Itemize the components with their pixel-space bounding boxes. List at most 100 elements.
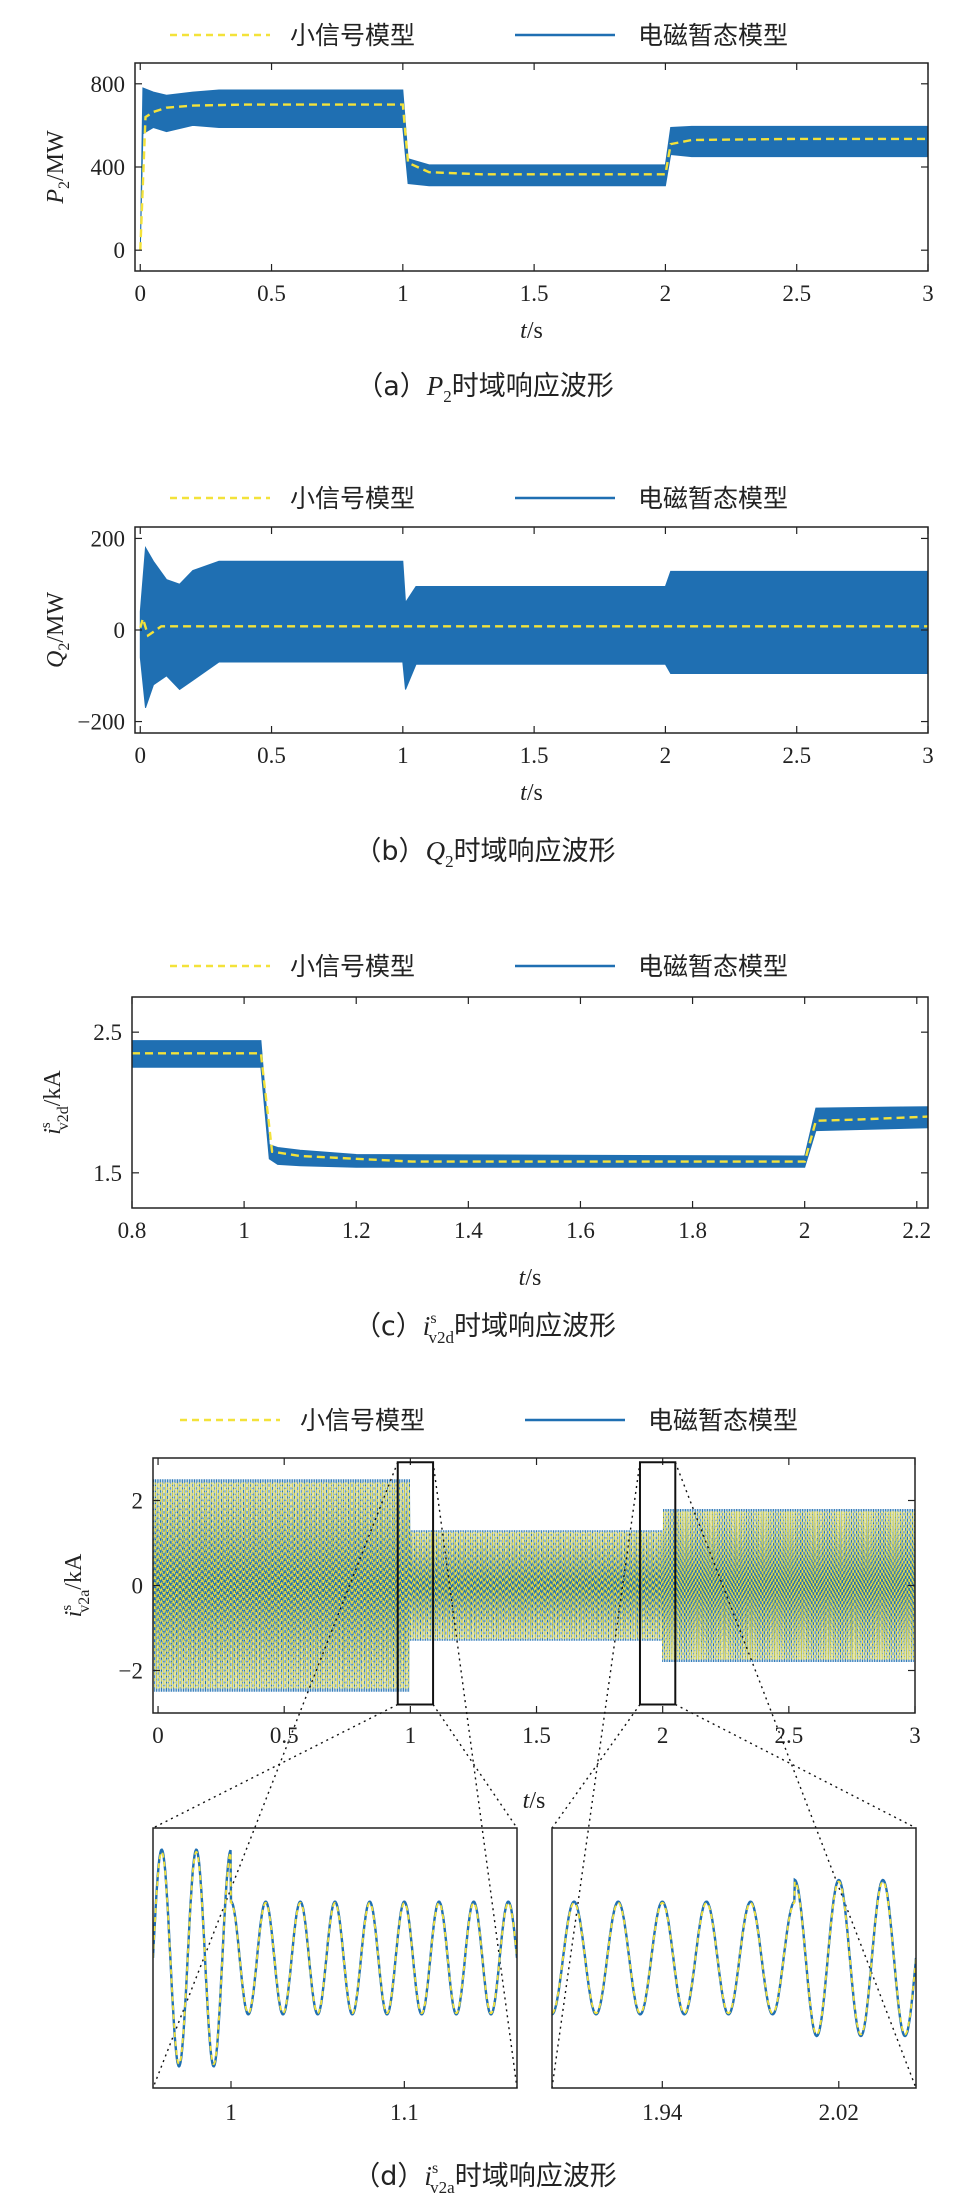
y-axis-label: isv2a/kA xyxy=(59,1553,93,1617)
x-axis-label: t/s xyxy=(520,318,543,344)
x-tick-label: 0 xyxy=(152,1723,164,1748)
series-small-signal-line xyxy=(132,1052,928,1163)
y-axis-label: P2/MW xyxy=(43,130,73,205)
x-tick-label: 3 xyxy=(909,1723,921,1748)
series-emt-band xyxy=(139,87,928,251)
x-tick-label: 1.5 xyxy=(520,743,549,768)
x-tick-label: 0.5 xyxy=(270,1723,299,1748)
x-tick-label: 1 xyxy=(397,281,409,306)
x-tick-label: 1.6 xyxy=(566,1218,595,1243)
series-emt-line xyxy=(153,1479,915,1692)
y-axis-label: isv2d/kA xyxy=(38,1070,72,1135)
zoom-box xyxy=(638,1461,677,1706)
inset-x-tick-label: 1 xyxy=(225,2100,237,2125)
x-tick-label: 2 xyxy=(657,1723,669,1748)
inset-x-tick-label: 2.02 xyxy=(819,2100,859,2125)
plot-frame xyxy=(131,996,929,1209)
y-axis-label: Q2/MW xyxy=(43,592,73,668)
legend-small-signal-label: 小信号模型 xyxy=(290,21,415,50)
inset-emt-line xyxy=(153,1848,517,2068)
zoom-connector xyxy=(152,1703,399,1829)
x-tick-label: 0 xyxy=(135,743,147,768)
y-tick-label: 1.5 xyxy=(93,1161,122,1186)
series-emt-band xyxy=(139,545,928,708)
y-tick-label: 0 xyxy=(132,1574,144,1599)
x-tick-label: 2.2 xyxy=(902,1218,931,1243)
legend: 小信号模型 电磁暂态模型 xyxy=(180,1406,798,1435)
caption-d: （d）is v2a时域响应波形 xyxy=(353,2160,616,2197)
y-tick-label: −200 xyxy=(78,710,125,735)
inset-plot-area xyxy=(552,1877,916,2038)
x-tick-label: 1.8 xyxy=(678,1218,707,1243)
y-tick-label: 0 xyxy=(114,238,126,263)
y-tick-label: 0 xyxy=(114,618,126,643)
series-small-signal-line xyxy=(153,1482,915,1689)
y-tick-label: 400 xyxy=(91,155,126,180)
plot-area xyxy=(139,545,928,708)
x-tick-label: 3 xyxy=(922,281,934,306)
x-tick-label: 1 xyxy=(397,743,409,768)
legend-emt-label: 电磁暂态模型 xyxy=(638,484,788,513)
inset-x-tick-label: 1.94 xyxy=(642,2100,683,2125)
inset-frame xyxy=(551,1827,917,2089)
plot-area xyxy=(153,1479,915,1692)
x-tick-label: 2.5 xyxy=(782,281,811,306)
legend: 小信号模型 电磁暂态模型 xyxy=(170,484,788,513)
inset-2: 1.94 2.02 xyxy=(551,1827,917,2125)
legend-emt-label: 电磁暂态模型 xyxy=(648,1406,798,1435)
x-tick-label: 2.5 xyxy=(782,743,811,768)
caption-c: （c）is v2d时域响应波形 xyxy=(354,1310,616,1347)
y-tick-label: −2 xyxy=(119,1659,143,1684)
chart-a: 0 0.5 1 1.5 2 2.5 3 0 400 800 P2/MW t/s xyxy=(43,62,934,344)
inset-emt-line xyxy=(552,1877,916,2038)
x-tick-label: 1.4 xyxy=(454,1218,483,1243)
x-axis-label: t/s xyxy=(520,780,543,806)
legend: 小信号模型 电磁暂态模型 xyxy=(170,21,788,50)
series-small-signal-line xyxy=(139,103,928,251)
x-tick-label: 0.5 xyxy=(257,743,286,768)
x-tick-label: 0.5 xyxy=(257,281,286,306)
x-tick-label: 1.5 xyxy=(522,1723,551,1748)
legend-emt-label: 电磁暂态模型 xyxy=(638,952,788,981)
x-tick-label: 1.2 xyxy=(342,1218,371,1243)
x-tick-label: 1.5 xyxy=(520,281,549,306)
plot-area xyxy=(132,1040,928,1168)
y-tick-label: 2.5 xyxy=(93,1020,122,1045)
inset-1: 1 1.1 xyxy=(152,1827,518,2125)
x-axis-label: t/s xyxy=(519,1265,542,1291)
inset-frame xyxy=(152,1827,518,2089)
x-tick-label: 2 xyxy=(660,743,672,768)
chart-b: 0 0.5 1 1.5 2 2.5 3 −200 0 200 Q2/MW t/s xyxy=(43,526,934,806)
legend-small-signal-label: 小信号模型 xyxy=(290,952,415,981)
y-tick-label: 800 xyxy=(91,72,126,97)
inset-small-signal-line xyxy=(552,1880,916,2036)
zoom-box xyxy=(396,1461,435,1706)
x-tick-label: 3 xyxy=(922,743,934,768)
inset-x-tick-label: 1.1 xyxy=(390,2100,419,2125)
x-tick-label: 1 xyxy=(238,1218,250,1243)
legend: 小信号模型 电磁暂态模型 xyxy=(170,952,788,981)
zoom-connector xyxy=(432,1704,518,1829)
x-tick-label: 0 xyxy=(135,281,147,306)
x-tick-label: 0.8 xyxy=(118,1218,147,1243)
legend-small-signal-label: 小信号模型 xyxy=(290,484,415,513)
x-tick-label: 2.5 xyxy=(774,1723,803,1748)
chart-c: 0.8 1 1.2 1.4 1.6 1.8 2 2.2 1.5 2.5 isv2d/kA t/s xyxy=(38,996,931,1291)
zoom-connector xyxy=(152,1461,399,2089)
inset-small-signal-line xyxy=(153,1850,517,2066)
caption-b: （b）Q2时域响应波形 xyxy=(354,836,615,871)
legend-emt-label: 电磁暂态模型 xyxy=(638,21,788,50)
legend-small-signal-label: 小信号模型 xyxy=(300,1406,425,1435)
series-small-signal-line xyxy=(139,614,928,638)
y-tick-label: 200 xyxy=(91,526,126,551)
plot-area xyxy=(139,87,928,251)
x-axis-label: t/s xyxy=(523,1788,546,1814)
x-tick-label: 2 xyxy=(799,1218,811,1243)
zoom-connector xyxy=(551,1704,641,1829)
caption-a: （a）P2时域响应波形 xyxy=(356,371,614,406)
y-tick-label: 2 xyxy=(132,1489,144,1514)
x-tick-label: 1 xyxy=(405,1723,417,1748)
x-tick-label: 2 xyxy=(660,281,672,306)
